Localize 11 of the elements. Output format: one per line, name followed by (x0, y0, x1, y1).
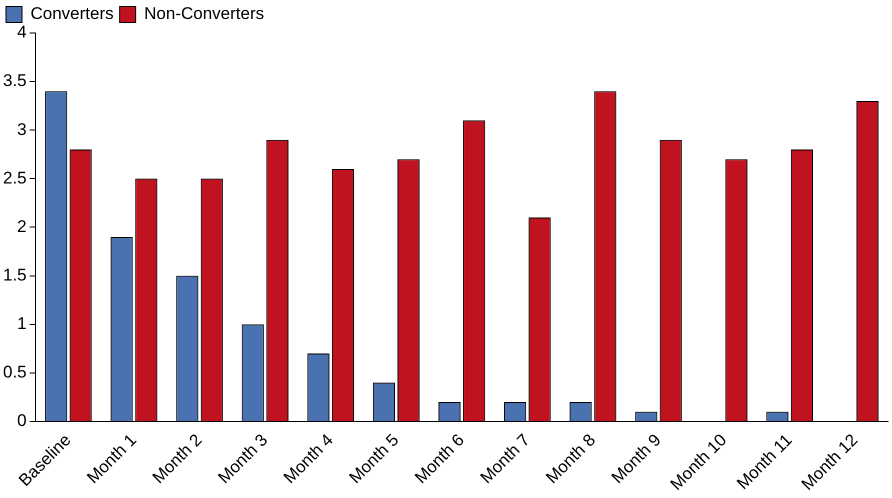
y-tick-label: 1 (17, 314, 27, 334)
legend-label: Converters (30, 4, 114, 24)
y-tick-label: 2 (17, 216, 27, 236)
legend-label: Non-Converters (144, 4, 264, 24)
y-tick-label: 3 (17, 120, 27, 139)
y-tick-label: 0 (17, 411, 27, 430)
y-tick-label: 4 (17, 22, 27, 42)
y-tick-label: 1.5 (2, 265, 27, 284)
y-tick-label: 2.5 (2, 168, 27, 188)
y-tick-label: 3.5 (2, 71, 27, 90)
y-tick-label: 0.5 (2, 362, 27, 382)
